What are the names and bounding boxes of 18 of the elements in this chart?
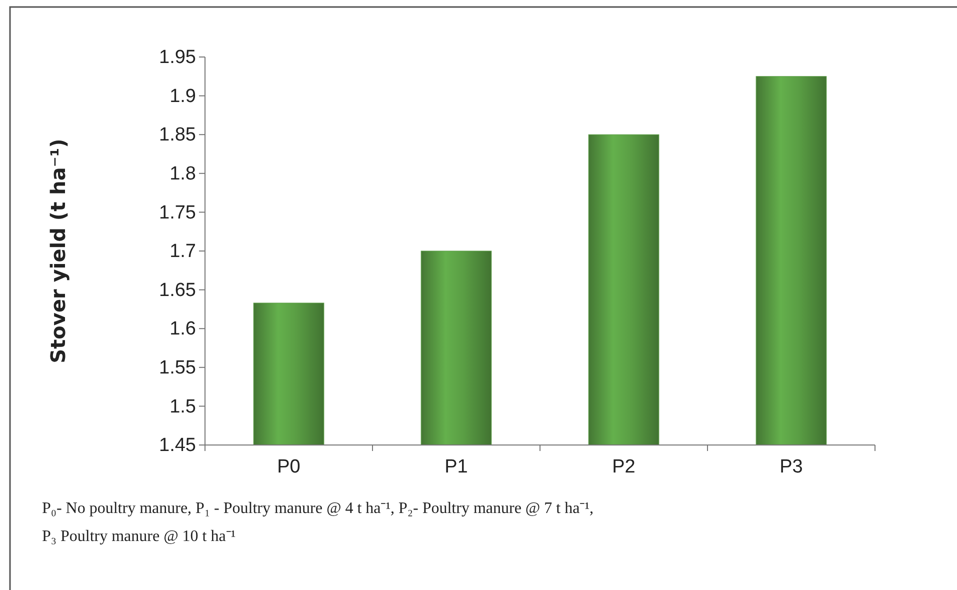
x-tick-label: P1 (444, 456, 468, 478)
y-tick-label: 1.55 (159, 357, 196, 378)
x-tick-label: P3 (780, 456, 803, 478)
y-tick-label: 1.9 (170, 86, 196, 107)
y-tick-label: 1.7 (170, 241, 196, 262)
y-tick-label: 1.75 (159, 202, 196, 224)
y-tick-label: 1.5 (170, 396, 196, 418)
y-tick-label: 1.6 (170, 318, 196, 340)
x-tick-label: P0 (277, 456, 300, 478)
y-axis-title: Stover yield (t ha⁻¹) (46, 138, 70, 364)
x-tick-label: P2 (612, 456, 636, 478)
y-tick-label: 1.65 (159, 280, 196, 301)
y-tick-label: 1.45 (159, 435, 196, 456)
y-tick-label: 1.95 (159, 47, 196, 68)
text: P₃ Poultry manure @ 10 t ha⁻¹ (42, 528, 236, 545)
text: P₀- No poultry manure, P₁ - Poultry manure @ 4 t ha⁻¹, P₂- Poultry manure @ 7 t ha⁻¹, (42, 500, 594, 517)
y-tick-label: 1.85 (159, 124, 196, 146)
y-tick-label: 1.8 (170, 163, 196, 184)
